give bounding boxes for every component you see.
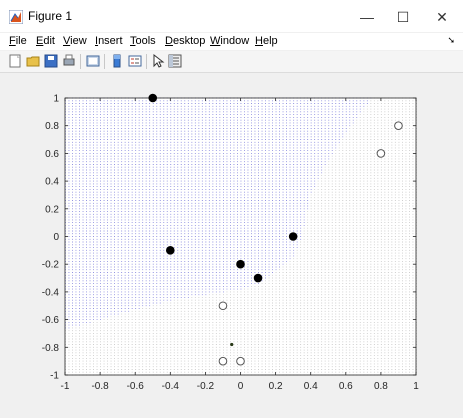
- menu-help[interactable]: Help: [255, 35, 278, 47]
- plot-area: -1 -0.8 -0.6 -0.4 -0.2 0 0.2 0.4 0.6 0.8 1 -1 -0.8 -0…: [0, 73, 463, 415]
- x-tick-label: -0.8: [91, 381, 109, 392]
- x-tick-label: 0: [238, 381, 244, 392]
- y-tick-label: -0.8: [42, 343, 60, 354]
- menu-window[interactable]: Window: [210, 35, 250, 47]
- menu-insert[interactable]: Insert: [95, 35, 123, 47]
- menu-edit[interactable]: Edit: [36, 35, 55, 47]
- small-point: [230, 342, 234, 347]
- save-icon[interactable]: [44, 54, 58, 68]
- toolbar-separator: [80, 54, 81, 69]
- edit-plot-icon[interactable]: [151, 54, 165, 68]
- print-icon[interactable]: [62, 54, 76, 68]
- filled-point: [236, 259, 245, 269]
- close-button[interactable]: ✕: [436, 9, 448, 25]
- menu-desktop[interactable]: Desktop: [165, 35, 206, 47]
- link-plot-icon[interactable]: [86, 54, 100, 68]
- scatter-chart: -1 -0.8 -0.6 -0.4 -0.2 0 0.2 0.4 0.6 0.8 1 -1 -0.8 -0…: [42, 93, 419, 393]
- open-point: [218, 356, 228, 366]
- toolbar-separator: [146, 54, 147, 69]
- y-tick-label: 0.6: [45, 149, 59, 160]
- y-tick-label: -1: [50, 371, 59, 382]
- toolbar-separator: [104, 54, 105, 69]
- y-tick-label: 1: [53, 94, 59, 105]
- x-tick-label: -0.4: [162, 381, 180, 392]
- x-tick-label: 0.4: [304, 381, 318, 392]
- filled-point: [288, 232, 298, 241]
- menu-bar: ➘ File Edit View Insert Tools Desktop Window He…: [0, 33, 463, 50]
- window-title: Figure 1: [28, 9, 73, 23]
- y-tick-label: 0.2: [45, 204, 59, 215]
- title-bar: Figure 1 — ☐ ✕: [0, 0, 463, 32]
- open-file-icon[interactable]: [26, 54, 40, 68]
- x-tick-label: 0.6: [339, 381, 353, 392]
- insert-colorbar-icon[interactable]: [110, 54, 124, 68]
- x-tick-label: 0.2: [269, 381, 283, 392]
- menu-file[interactable]: File: [9, 35, 27, 47]
- x-tick-label: -0.2: [197, 381, 215, 392]
- x-tick-label: -0.6: [127, 381, 145, 392]
- minimize-button[interactable]: —: [360, 9, 374, 25]
- y-tick-label: -0.6: [42, 315, 60, 326]
- new-figure-icon[interactable]: [8, 54, 22, 68]
- region-a-dots: [65, 97, 372, 329]
- menu-overflow-icon[interactable]: ➘: [447, 35, 455, 45]
- open-point: [218, 301, 228, 311]
- filled-point: [148, 93, 158, 103]
- y-tick-label: -0.4: [42, 287, 60, 298]
- matlab-figure-icon: [9, 10, 23, 24]
- y-tick-label: 0.8: [45, 121, 59, 132]
- x-tick-label: 0.8: [374, 381, 388, 392]
- y-tick-label: -0.2: [42, 260, 60, 271]
- open-point: [394, 121, 403, 131]
- open-point: [236, 356, 245, 366]
- maximize-button[interactable]: ☐: [396, 9, 410, 25]
- filled-point: [166, 246, 175, 255]
- filled-point: [253, 273, 263, 283]
- x-tick-label: 1: [413, 381, 419, 392]
- property-inspector-icon[interactable]: [168, 54, 182, 68]
- figure-toolbar: [0, 51, 463, 73]
- open-point: [376, 149, 386, 158]
- y-tick-label: 0: [53, 232, 59, 243]
- menu-tools[interactable]: Tools: [130, 35, 156, 47]
- menu-view[interactable]: View: [63, 35, 87, 47]
- x-tick-label: -1: [61, 381, 70, 392]
- y-tick-label: 0.4: [45, 177, 59, 188]
- insert-legend-icon[interactable]: [128, 54, 142, 68]
